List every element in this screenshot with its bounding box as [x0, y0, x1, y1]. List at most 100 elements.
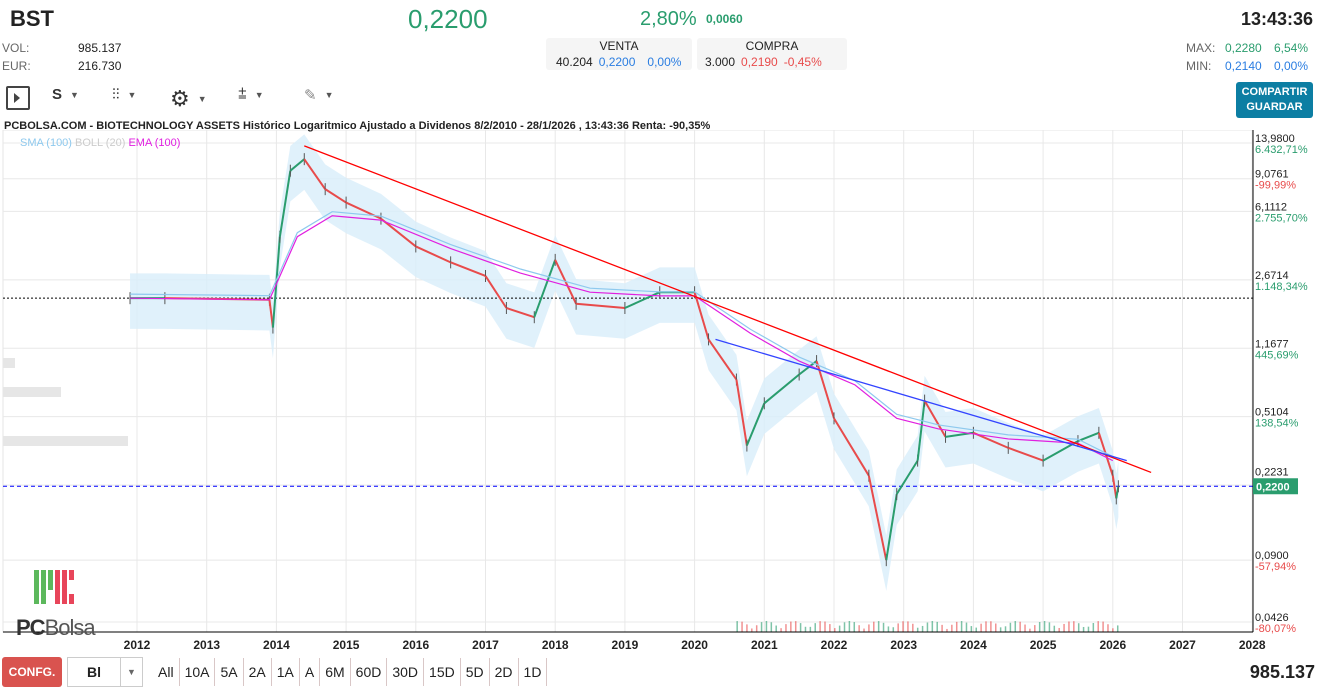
- chart-type-button[interactable]: Bl: [67, 657, 121, 687]
- chevron-down-icon[interactable]: ▼: [70, 89, 79, 100]
- chevron-down-icon[interactable]: ▼: [254, 89, 264, 100]
- compra-box: COMPRA 3.000 0,2190 -0,45%: [697, 38, 847, 70]
- volume-bar: [746, 624, 748, 632]
- candlestick-icon[interactable]: ⫶⫶: [112, 86, 120, 103]
- range-button-5a[interactable]: 5A: [215, 658, 244, 686]
- range-button-1a[interactable]: 1A: [272, 658, 300, 686]
- price-chart[interactable]: 2012 2013 2014 2015 2016 2017 2018 2019 2020 2021…: [0, 130, 1327, 656]
- volume-bar: [736, 621, 738, 632]
- x-tick-label: 2016: [402, 638, 429, 652]
- chevron-down-icon[interactable]: ▼: [197, 94, 207, 104]
- y-tick-percent: 1.148,34%: [1255, 281, 1308, 293]
- gear-icon[interactable]: ⚙: [170, 86, 190, 111]
- volume-bar: [819, 621, 821, 632]
- y-tick-label: 0,0900: [1255, 550, 1289, 562]
- loading-placeholder: [3, 387, 61, 397]
- range-button-60d[interactable]: 60D: [351, 658, 388, 686]
- chevron-down-icon[interactable]: ▼: [324, 90, 334, 100]
- venta-label: VENTA: [599, 39, 639, 53]
- x-tick-label: 2017: [472, 638, 499, 652]
- range-button-30d[interactable]: 30D: [387, 658, 425, 686]
- bollinger-band: [130, 134, 1119, 591]
- range-button-6m[interactable]: 6M: [320, 658, 351, 686]
- chart-type-select[interactable]: ⫶⫶ ▼: [112, 86, 136, 103]
- legend-sma[interactable]: SMA (100): [20, 137, 72, 149]
- share-save-button[interactable]: COMPARTIR GUARDAR: [1236, 82, 1313, 118]
- volume-bar: [1043, 621, 1046, 632]
- venta-qty: 40.204: [556, 55, 593, 69]
- last-price: 0,2200: [408, 4, 488, 34]
- volume-bar: [853, 622, 856, 632]
- volume-bar: [1034, 625, 1036, 632]
- bottom-toolbar: CONFG. Bl ▼ All 10A 5A 2A 1A A 6M 60D 30D 15D 5D 2D…: [0, 656, 548, 688]
- volume-bar: [941, 624, 943, 632]
- volume-bar: [863, 628, 865, 632]
- panel-toggle-icon[interactable]: [6, 86, 30, 110]
- period-select[interactable]: S ▼: [52, 86, 79, 103]
- x-tick-label: 2022: [821, 638, 848, 652]
- volume-bar: [946, 628, 948, 632]
- volume-bar: [921, 625, 924, 632]
- legend-ema[interactable]: EMA (100): [128, 137, 181, 149]
- price-segment: [735, 379, 748, 446]
- volume-bar: [1019, 621, 1021, 632]
- volume-bar: [1082, 626, 1085, 632]
- share-label[interactable]: COMPARTIR: [1241, 86, 1308, 98]
- period-value[interactable]: S: [52, 86, 63, 103]
- save-label[interactable]: GUARDAR: [1246, 101, 1303, 113]
- volume-bar: [824, 621, 826, 632]
- logo-candles-icon: [34, 570, 74, 604]
- range-button-5d[interactable]: 5D: [461, 658, 490, 686]
- x-tick-label: 2015: [333, 638, 360, 652]
- volume-bar: [751, 628, 753, 632]
- drawing-tools-select[interactable]: ✎ ▼: [304, 86, 334, 104]
- legend-boll[interactable]: BOLL (20): [75, 137, 126, 149]
- price-segment: [833, 417, 870, 477]
- chevron-down-icon[interactable]: ▼: [127, 89, 137, 100]
- y-tick-label: 13,9800: [1255, 133, 1295, 145]
- y-tick-percent: -80,07%: [1255, 623, 1296, 635]
- compra-pct: -0,45%: [783, 55, 822, 69]
- range-button-1d[interactable]: 1D: [519, 658, 548, 686]
- pencil-icon[interactable]: ✎: [304, 87, 317, 104]
- sidebar-toggle-button[interactable]: [6, 86, 30, 110]
- volume-bar: [1063, 623, 1065, 632]
- sma-line: [130, 211, 1114, 458]
- volume-bar: [1048, 622, 1051, 632]
- trendline-red: [304, 145, 1152, 474]
- volume-bar: [1112, 628, 1114, 632]
- range-button-2a[interactable]: 2A: [244, 658, 272, 686]
- volume-bar: [1029, 628, 1031, 632]
- y-tick-percent: -57,94%: [1255, 561, 1296, 573]
- range-button-a[interactable]: A: [300, 658, 321, 686]
- volume-bar: [985, 621, 987, 632]
- y-tick-label: 0,5104: [1255, 407, 1289, 419]
- x-tick-label: 2024: [960, 638, 987, 652]
- volume-bar: [882, 622, 885, 632]
- volume-bar: [999, 627, 1002, 632]
- config-button[interactable]: CONFG.: [2, 657, 62, 687]
- chart-legend: SMA (100) BOLL (20) EMA (100): [20, 137, 180, 150]
- volume-bar: [975, 627, 977, 632]
- trendline-blue: [715, 338, 1127, 462]
- range-button-10a[interactable]: 10A: [180, 658, 216, 686]
- last-price-tag-label: 0,2200: [1256, 481, 1290, 493]
- range-button-15d[interactable]: 15D: [424, 658, 461, 686]
- volume-bar: [1077, 623, 1080, 632]
- x-tick-label: 2021: [751, 638, 778, 652]
- chevron-down-icon[interactable]: ▼: [121, 657, 143, 687]
- x-tick-label: 2028: [1239, 638, 1266, 652]
- y-tick-percent: -99,99%: [1255, 180, 1296, 192]
- price-segment: [289, 158, 305, 172]
- volume-bar: [780, 628, 782, 632]
- range-button-2d[interactable]: 2D: [490, 658, 519, 686]
- volume-bar: [843, 622, 846, 632]
- indicators-select[interactable]: ⩲ ▼: [238, 86, 264, 103]
- indicator-add-icon[interactable]: ⩲: [238, 86, 247, 103]
- settings-select[interactable]: ⚙ ▼: [170, 86, 207, 112]
- range-button-all[interactable]: All: [153, 658, 180, 686]
- vol-label: VOL:: [2, 41, 30, 55]
- x-tick-label: 2023: [890, 638, 917, 652]
- volume-bar: [1053, 625, 1056, 632]
- volume-bar: [892, 627, 895, 632]
